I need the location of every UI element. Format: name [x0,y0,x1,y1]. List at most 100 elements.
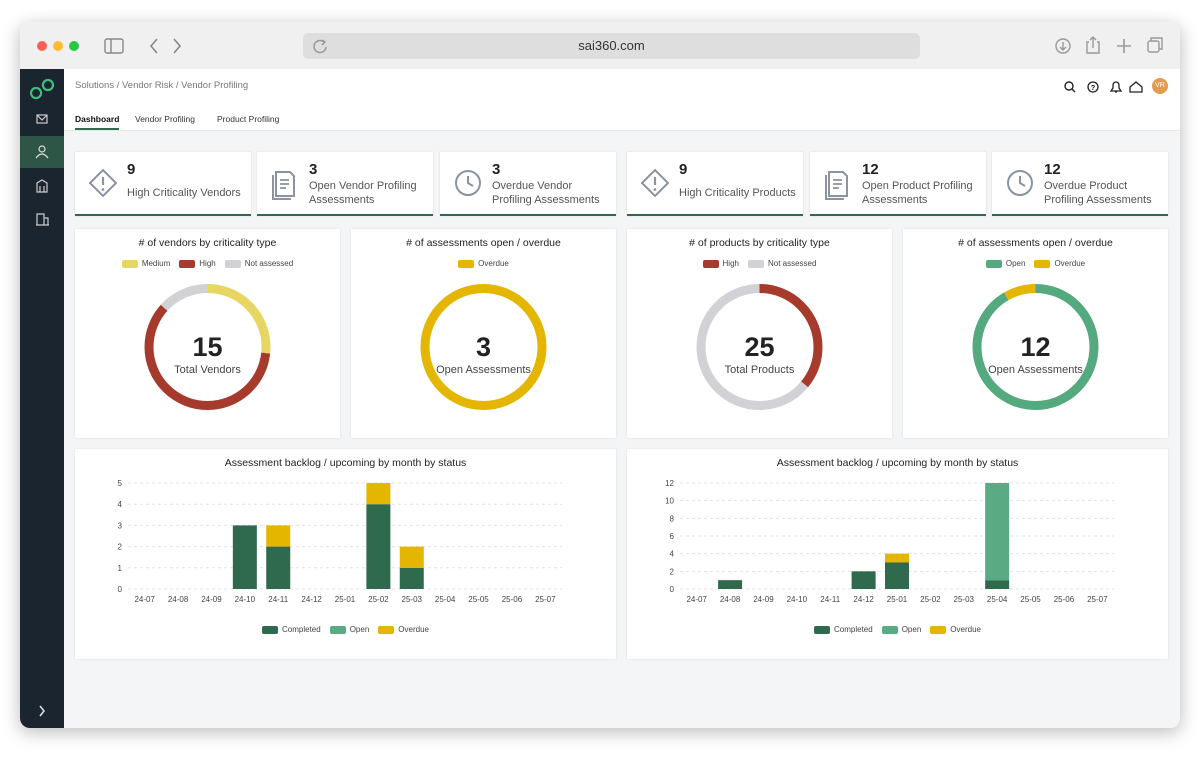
legend: Completed Open Overdue [75,625,616,634]
donut-total: 12 [1020,332,1050,362]
legend-swatch [224,259,241,268]
donut-chart: 25 Total Products [696,284,823,410]
legend-label: Not assessed [767,259,817,268]
tab[interactable]: Product Profiling [217,114,280,124]
kpi-icon [88,168,118,198]
kpi-card: 9 High Criticality Vendors [75,152,251,216]
x-tick-label: 25-01 [335,595,356,604]
legend-label: Medium [141,259,171,268]
chart-title: # of products by criticality type [689,237,830,249]
legend-swatch [930,625,947,634]
window-controls [37,38,182,54]
kpi-value: 3 [492,161,501,178]
legend-item: Medium [121,259,171,268]
url-text: sai360.com [578,38,645,53]
chart-title: # of vendors by criticality type [138,237,277,249]
x-tick-label: 25-02 [368,595,389,604]
bar-segment [885,562,909,589]
bar-segment [232,525,257,589]
kpi-icon [825,171,848,200]
legend-swatch [1034,259,1051,268]
x-tick-label: 24-08 [720,595,741,604]
bar-segment [885,553,909,563]
legend-swatch [747,259,764,268]
browser-window: sai360.com Solutions / Vendor Risk / Ven… [20,22,1180,728]
legend-swatch [814,625,831,634]
x-tick-label: 25-03 [954,595,975,604]
svg-text:?: ? [1091,85,1095,92]
chart-card: # of assessments open / overdue Open Overd… [903,229,1168,438]
kpi-value: 12 [1044,161,1061,178]
kpi-card: 3 Open Vendor Profiling Assessments [257,152,433,216]
legend-item: High [179,259,216,268]
kpi-icon [272,171,295,200]
legend-label: Completed [282,625,321,634]
bar-chart: 0 1 2 3 4 5 24-07 24-08 24-09 24-10 24-11 24-12 25-0… [118,479,562,604]
x-tick-label: 25-05 [1020,595,1041,604]
y-tick-label: 0 [670,585,675,594]
avatar-initials[interactable]: VR [1155,82,1165,89]
kpi-card: 9 High Criticality Products [627,152,803,216]
kpi-value: 9 [679,161,688,178]
x-tick-label: 24-10 [235,595,256,604]
y-tick-label: 5 [118,479,123,488]
x-tick-label: 24-12 [853,595,874,604]
bar-segment [985,483,1010,581]
legend: High Not assessed [627,259,892,268]
tab[interactable]: Vendor Profiling [135,114,196,124]
chart-card: # of vendors by criticality type Medium Hi… [75,229,340,438]
x-tick-label: 24-09 [201,595,222,604]
x-tick-label: 25-04 [987,595,1008,604]
bar-segment [399,567,424,589]
legend-item: Overdue [378,625,429,634]
x-tick-label: 24-10 [787,595,808,604]
legend: Open Overdue [903,259,1168,268]
kpi-label: Open Product Profiling Assessments [862,180,973,206]
bar-segment [266,546,291,589]
legend-swatch [458,259,475,268]
legend-label: High [199,259,216,268]
x-tick-label: 24-07 [686,595,707,604]
reload-icon [313,39,327,54]
chart-card: Assessment backlog / upcoming by month b… [75,449,616,659]
tab[interactable]: Dashboard [75,114,120,130]
breadcrumb: Solutions / Vendor Risk / Vendor Profili… [75,80,249,91]
legend-item: Overdue [1034,259,1085,268]
y-tick-label: 2 [118,543,123,552]
bar-segment [851,571,876,589]
kpi-icon [1007,170,1033,196]
y-tick-label: 8 [670,514,675,523]
x-tick-label: 24-12 [301,595,322,604]
sidebar-icons [20,78,64,717]
chart-card: # of assessments open / overdue Overdue 3 O… [351,229,616,438]
y-tick-label: 6 [670,532,675,541]
app-header: Solutions / Vendor Risk / Vendor Profili… [64,69,1180,131]
chart-title: Assessment backlog / upcoming by month b… [776,457,1019,469]
address-bar[interactable]: sai360.com [303,33,920,59]
bar-segment [718,580,743,589]
legend-item: Completed [262,625,321,634]
kpi-icon [455,170,481,196]
y-tick-label: 4 [670,550,675,559]
legend-item: Not assessed [747,259,817,268]
x-tick-label: 25-05 [468,595,489,604]
donut-label: Total Products [725,364,795,376]
donut-chart: 12 Open Assessments [972,284,1099,410]
bar-segment [399,546,424,568]
kpi-icon [640,168,670,198]
legend-swatch [881,625,898,634]
donut-total: 15 [192,332,222,362]
kpi-label: High Criticality Vendors [127,187,241,199]
legend-swatch [262,625,279,634]
donut-chart: 15 Total Vendors [144,284,271,410]
kpi-value: 9 [127,161,136,178]
y-tick-label: 1 [118,564,123,573]
dashboard: 9 High Criticality Vendors 3 Open Vendor Pr… [20,22,1180,728]
legend-label: Open [1005,259,1026,268]
legend-item: Open [985,259,1026,268]
x-tick-label: 24-09 [753,595,774,604]
donut-segment [696,284,823,410]
x-tick-label: 25-04 [435,595,456,604]
donut-chart: 3 Open Assessments [420,284,547,410]
